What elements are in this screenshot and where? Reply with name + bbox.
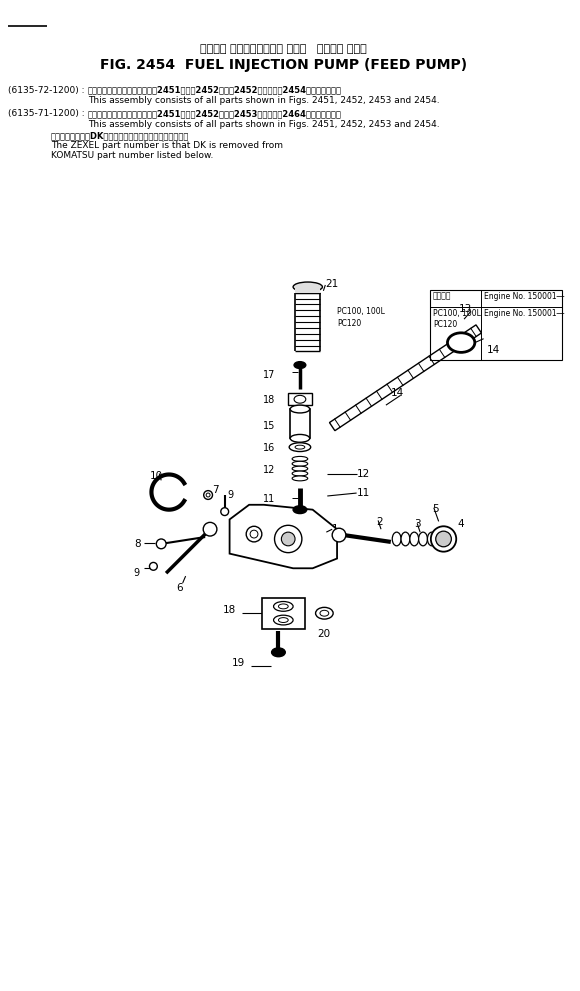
Text: 13: 13: [459, 304, 473, 314]
Circle shape: [246, 526, 262, 542]
Polygon shape: [329, 325, 481, 431]
Text: PC120: PC120: [337, 319, 361, 328]
Ellipse shape: [293, 282, 322, 291]
Text: このアセンブリの構成部品は第2451図、第2452図、第2453図および第2464図を参みます。: このアセンブリの構成部品は第2451図、第2452図、第2453図および第246…: [88, 109, 342, 118]
Ellipse shape: [320, 610, 329, 616]
Text: 5: 5: [432, 503, 438, 513]
Ellipse shape: [289, 443, 311, 452]
Text: PC100, 100L: PC100, 100L: [433, 309, 481, 318]
Bar: [430, 289, 562, 360]
Ellipse shape: [278, 604, 288, 608]
Text: 2: 2: [376, 516, 383, 526]
Ellipse shape: [292, 457, 308, 461]
Text: Engine No. 150001―: Engine No. 150001―: [484, 291, 564, 301]
Ellipse shape: [293, 505, 307, 513]
Text: 4: 4: [457, 519, 464, 529]
Bar: [290, 409, 310, 438]
Text: 9: 9: [134, 568, 140, 579]
Text: 品番のメーカ記号DKを除いたものがゼクセルの品番です。: 品番のメーカ記号DKを除いたものがゼクセルの品番です。: [51, 132, 189, 141]
Text: 16: 16: [263, 443, 275, 453]
Ellipse shape: [294, 362, 306, 369]
Ellipse shape: [295, 445, 305, 449]
Text: 8: 8: [134, 539, 140, 549]
Ellipse shape: [271, 648, 285, 657]
Ellipse shape: [292, 476, 308, 481]
Text: (6135-72-1200) :: (6135-72-1200) :: [8, 85, 87, 95]
Text: PC120: PC120: [433, 320, 457, 329]
Bar: [262, 598, 305, 629]
Text: (6135-71-1200) :: (6135-71-1200) :: [8, 109, 88, 118]
Text: このアセンブリの構成部品は第2451図、第2452図、第2452図および第2454図を参みます。: このアセンブリの構成部品は第2451図、第2452図、第2452図および第245…: [88, 85, 342, 95]
Ellipse shape: [427, 532, 436, 546]
Text: 3: 3: [414, 519, 421, 529]
Ellipse shape: [332, 528, 346, 542]
Text: PC100, 100L: PC100, 100L: [337, 307, 385, 316]
Text: 11: 11: [263, 495, 275, 504]
Text: 21: 21: [325, 279, 339, 289]
Ellipse shape: [392, 532, 401, 546]
Text: 18: 18: [223, 606, 236, 615]
Text: 14: 14: [487, 345, 500, 355]
Ellipse shape: [204, 491, 212, 499]
Ellipse shape: [274, 602, 293, 611]
Text: FIG. 2454  FUEL INJECTION PUMP (FEED PUMP): FIG. 2454 FUEL INJECTION PUMP (FEED PUMP…: [100, 58, 467, 72]
Text: The ZEXEL part number is that DK is removed from: The ZEXEL part number is that DK is remo…: [51, 142, 283, 151]
Text: 7: 7: [212, 486, 219, 496]
Circle shape: [281, 532, 295, 546]
Text: 6: 6: [176, 583, 183, 593]
Ellipse shape: [447, 333, 475, 353]
Ellipse shape: [278, 617, 288, 622]
Text: 20: 20: [317, 629, 331, 639]
Text: 11: 11: [357, 489, 370, 498]
Ellipse shape: [431, 526, 456, 552]
Ellipse shape: [290, 405, 310, 413]
Text: 適用号機: 適用号機: [433, 291, 451, 301]
Text: 12: 12: [357, 469, 370, 479]
Text: 9: 9: [227, 491, 234, 500]
Ellipse shape: [316, 607, 333, 619]
Bar: [288, 393, 311, 405]
Text: 17: 17: [263, 370, 275, 380]
Ellipse shape: [150, 563, 157, 570]
Ellipse shape: [206, 494, 210, 496]
Circle shape: [203, 522, 217, 536]
Circle shape: [250, 530, 258, 538]
Ellipse shape: [401, 532, 410, 546]
Bar: [295, 287, 321, 292]
Circle shape: [221, 507, 229, 515]
Text: 19: 19: [231, 658, 245, 668]
Text: Engine No. 150001―: Engine No. 150001―: [484, 309, 564, 318]
Ellipse shape: [292, 466, 308, 471]
Text: 1: 1: [332, 524, 339, 534]
Text: 18: 18: [263, 395, 275, 405]
Text: フェエル インジェクション ポンプ   フィード ポンプ: フェエル インジェクション ポンプ フィード ポンプ: [200, 44, 367, 54]
Text: 14: 14: [391, 387, 404, 397]
Polygon shape: [230, 504, 337, 568]
Ellipse shape: [292, 471, 308, 476]
Ellipse shape: [454, 338, 468, 348]
Text: This assembly consists of all parts shown in Figs. 2451, 2452, 2453 and 2454.: This assembly consists of all parts show…: [88, 120, 440, 129]
Ellipse shape: [419, 532, 427, 546]
Circle shape: [274, 525, 302, 553]
Ellipse shape: [274, 615, 293, 625]
Text: 15: 15: [263, 421, 275, 431]
Ellipse shape: [294, 395, 306, 403]
Circle shape: [157, 539, 166, 549]
Text: This assembly consists of all parts shown in Figs. 2451, 2452, 2453 and 2454.: This assembly consists of all parts show…: [88, 96, 440, 105]
Ellipse shape: [436, 531, 451, 547]
Ellipse shape: [290, 434, 310, 442]
Text: KOMATSU part number listed below.: KOMATSU part number listed below.: [51, 151, 213, 161]
Text: 12: 12: [263, 465, 275, 475]
Ellipse shape: [410, 532, 419, 546]
Text: 10: 10: [150, 471, 162, 481]
Ellipse shape: [292, 461, 308, 466]
